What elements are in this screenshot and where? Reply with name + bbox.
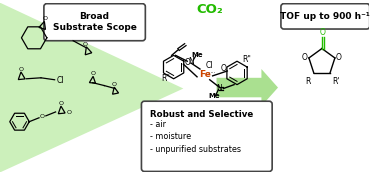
Text: Cl: Cl <box>206 61 214 70</box>
Text: Broad
Substrate Scope: Broad Substrate Scope <box>53 12 136 32</box>
Text: - air: - air <box>150 120 166 129</box>
Text: O: O <box>111 82 116 87</box>
Text: O: O <box>320 28 326 37</box>
Text: O: O <box>43 16 48 21</box>
Text: Fe: Fe <box>199 70 211 79</box>
Text: - moisture: - moisture <box>150 132 191 141</box>
Text: CO₂: CO₂ <box>196 3 223 16</box>
Text: Me: Me <box>209 93 220 99</box>
Text: O: O <box>184 58 190 67</box>
FancyBboxPatch shape <box>44 4 146 41</box>
Polygon shape <box>0 3 183 172</box>
Text: O: O <box>67 110 72 115</box>
Text: O: O <box>302 53 308 62</box>
Text: O: O <box>18 67 23 72</box>
Text: R": R" <box>242 55 251 64</box>
Text: R": R" <box>161 74 170 83</box>
Text: O: O <box>58 101 63 106</box>
Polygon shape <box>217 69 278 106</box>
Text: N: N <box>188 57 194 66</box>
Text: Me: Me <box>191 52 203 58</box>
Text: R: R <box>305 77 311 86</box>
Text: Robust and Selective: Robust and Selective <box>150 110 254 119</box>
Text: O: O <box>220 64 226 73</box>
FancyBboxPatch shape <box>141 101 272 171</box>
Text: O: O <box>39 114 45 119</box>
Text: R': R' <box>332 77 339 86</box>
FancyBboxPatch shape <box>281 4 370 29</box>
Text: - unpurified substrates: - unpurified substrates <box>150 145 241 154</box>
Text: N: N <box>217 84 222 93</box>
Text: O: O <box>336 53 342 62</box>
Text: Cl: Cl <box>57 76 64 85</box>
Text: O: O <box>91 71 96 76</box>
Text: ......: ...... <box>207 69 216 74</box>
Text: O: O <box>83 42 88 46</box>
Text: TOF up to 900 h⁻¹: TOF up to 900 h⁻¹ <box>280 12 370 21</box>
